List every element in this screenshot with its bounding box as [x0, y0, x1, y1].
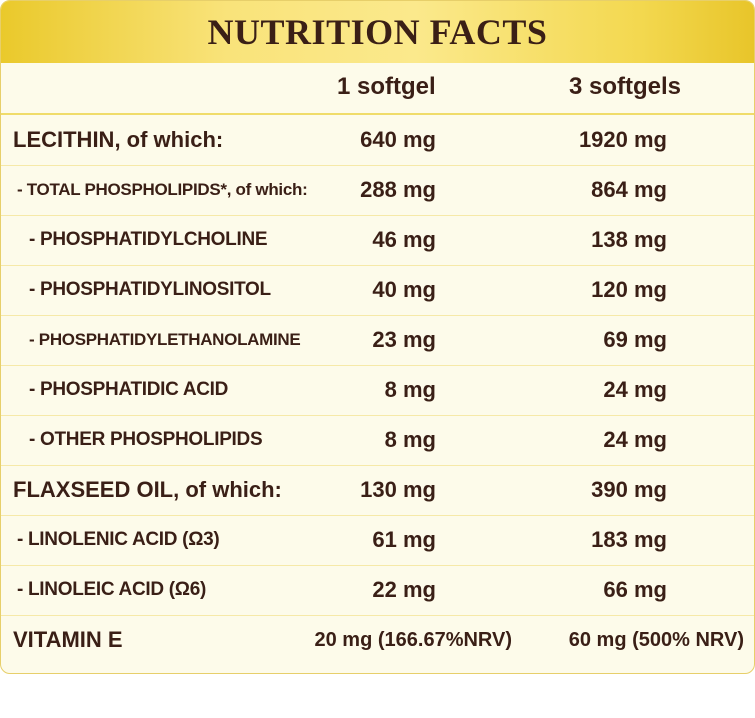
row-value-1-softgel: 46 mg [372, 227, 436, 252]
row-label: VITAMIN E [13, 627, 123, 652]
row-value-3-softgels: 1920 mg [578, 127, 667, 152]
table-row: VITAMIN E 20 mg (166.67%NRV) 60 mg (500%… [1, 615, 754, 665]
row-value-3-softgels: 24 mg [603, 377, 667, 402]
row-value-1-softgel: 23 mg [372, 327, 436, 352]
row-value-3-softgels: 24 mg [603, 427, 667, 452]
table-row: - PHOSPHATIDIC ACID 8 mg 24 mg [1, 365, 754, 416]
row-value-1-softgel: 640 mg [360, 127, 436, 152]
column-header-row: 1 softgel 3 softgels [1, 63, 754, 115]
row-value-1-softgel: 8 mg [384, 377, 436, 402]
table-row: LECITHIN, of which: 640 mg 1920 mg [1, 115, 754, 166]
row-value-1-softgel: 20 mg (166.67%NRV) [314, 629, 513, 651]
table-row: - OTHER PHOSPHOLIPIDS 8 mg 24 mg [1, 415, 754, 466]
nutrition-facts-panel: NUTRITION FACTS 1 softgel 3 softgels LEC… [0, 0, 755, 674]
row-label: - PHOSPHATIDYLCHOLINE [29, 229, 268, 250]
row-value-1-softgel: 22 mg [372, 577, 436, 602]
table-row: - LINOLEIC ACID (Ω6) 22 mg 66 mg [1, 565, 754, 616]
row-value-3-softgels: 390 mg [591, 477, 667, 502]
table-row: - PHOSPHATIDYLCHOLINE 46 mg 138 mg [1, 215, 754, 266]
row-value-1-softgel: 288 mg [360, 177, 436, 202]
row-label: - TOTAL PHOSPHOLIPIDS*, of which: [17, 180, 308, 199]
row-label: - PHOSPHATIDYLINOSITOL [29, 279, 271, 300]
row-label: - PHOSPHATIDYLETHANOLAMINE [29, 330, 301, 349]
row-value-3-softgels: 183 mg [591, 527, 667, 552]
row-value-3-softgels: 138 mg [591, 227, 667, 252]
row-value-3-softgels: 69 mg [603, 327, 667, 352]
row-value-3-softgels: 864 mg [591, 177, 667, 202]
row-label: LECITHIN, of which: [13, 127, 224, 152]
row-value-3-softgels: 120 mg [591, 277, 667, 302]
page-title: NUTRITION FACTS [207, 12, 548, 52]
row-label: - LINOLEIC ACID (Ω6) [17, 579, 207, 600]
row-label: - LINOLENIC ACID (Ω3) [17, 529, 220, 550]
row-value-1-softgel: 40 mg [372, 277, 436, 302]
title-bar: NUTRITION FACTS [1, 1, 754, 63]
table-row: - LINOLENIC ACID (Ω3) 61 mg 183 mg [1, 515, 754, 566]
row-value-1-softgel: 8 mg [384, 427, 436, 452]
column-header-3-softgels: 3 softgels [569, 73, 682, 100]
table-row: FLAXSEED OIL, of which: 130 mg 390 mg [1, 465, 754, 516]
table-row: - TOTAL PHOSPHOLIPIDS*, of which: 288 mg… [1, 165, 754, 216]
table-row: - PHOSPHATIDYLETHANOLAMINE 23 mg 69 mg [1, 315, 754, 366]
row-value-1-softgel: 130 mg [360, 477, 436, 502]
row-label: - OTHER PHOSPHOLIPIDS [29, 429, 263, 450]
column-header-1-softgel: 1 softgel [337, 73, 436, 100]
row-value-3-softgels: 66 mg [603, 577, 667, 602]
row-label: FLAXSEED OIL, of which: [13, 477, 282, 502]
row-value-1-softgel: 61 mg [372, 527, 436, 552]
row-label: - PHOSPHATIDIC ACID [29, 379, 229, 400]
row-value-3-softgels: 60 mg (500% NRV) [568, 629, 744, 651]
table-row: - PHOSPHATIDYLINOSITOL 40 mg 120 mg [1, 265, 754, 316]
